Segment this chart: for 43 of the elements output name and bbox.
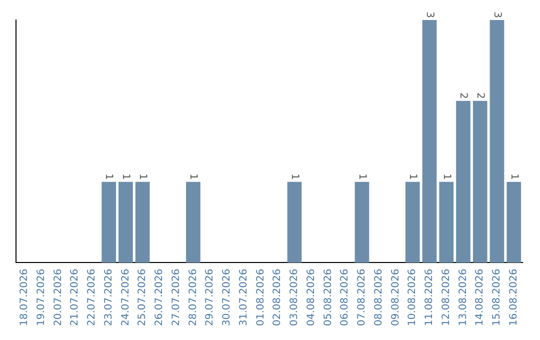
data-label: 3 xyxy=(491,12,502,18)
data-label: 1 xyxy=(188,173,199,180)
x-tick-label: 25.07.2026 xyxy=(137,268,148,326)
data-label: 1 xyxy=(356,173,368,180)
x-tick-label: 20.07.2026 xyxy=(52,268,64,326)
x-tick-label: 16.08.2026 xyxy=(508,268,520,326)
x-tick-label: 07.08.2026 xyxy=(356,268,368,326)
data-label: 1 xyxy=(508,173,520,180)
x-tick-label: 02.08.2026 xyxy=(272,268,284,326)
x-tick-label: 06.08.2026 xyxy=(340,268,351,326)
x-tick-label: 31.07.2026 xyxy=(238,268,250,326)
x-tick-label: 21.07.2026 xyxy=(70,268,81,326)
x-tick-label: 04.08.2026 xyxy=(306,268,317,326)
x-tick-label: 09.08.2026 xyxy=(390,268,402,326)
x-tick-label: 23.07.2026 xyxy=(103,268,114,326)
x-tick-label: 18.07.2026 xyxy=(19,268,30,326)
data-label: 2 xyxy=(474,92,486,99)
x-tick-label: 27.07.2026 xyxy=(170,268,182,326)
data-label: 3 xyxy=(424,12,435,18)
x-tick-label: 01.08.2026 xyxy=(255,268,266,326)
x-tick-label: 29.07.2026 xyxy=(204,268,216,326)
x-tick-label: 14.08.2026 xyxy=(474,268,486,326)
x-tick-label: 15.08.2026 xyxy=(492,268,503,326)
data-label: 1 xyxy=(136,173,148,180)
x-tick-label: 10.08.2026 xyxy=(407,268,418,326)
data-label: 1 xyxy=(440,173,452,180)
data-label: 1 xyxy=(407,173,418,180)
x-tick-label: 30.07.2026 xyxy=(222,268,233,326)
x-tick-label: 13.08.2026 xyxy=(458,268,469,326)
data-label: 1 xyxy=(120,173,132,180)
x-tick-label: 28.07.2026 xyxy=(188,268,199,326)
x-tick-label: 24.07.2026 xyxy=(120,268,132,326)
x-tick-label: 08.08.2026 xyxy=(373,268,384,326)
x-tick-label: 11.08.2026 xyxy=(424,268,436,326)
data-label: 1 xyxy=(288,173,300,180)
x-tick-label: 03.08.2026 xyxy=(289,268,300,326)
x-tick-label: 26.07.2026 xyxy=(154,268,166,326)
data-label: 2 xyxy=(458,92,469,99)
x-tick-label: 22.07.2026 xyxy=(86,268,98,326)
x-tick-label: 19.07.2026 xyxy=(36,268,47,326)
data-label: 1 xyxy=(103,173,114,180)
x-tick-label: 12.08.2026 xyxy=(440,268,452,326)
x-tick-label: 05.08.2026 xyxy=(322,268,334,326)
